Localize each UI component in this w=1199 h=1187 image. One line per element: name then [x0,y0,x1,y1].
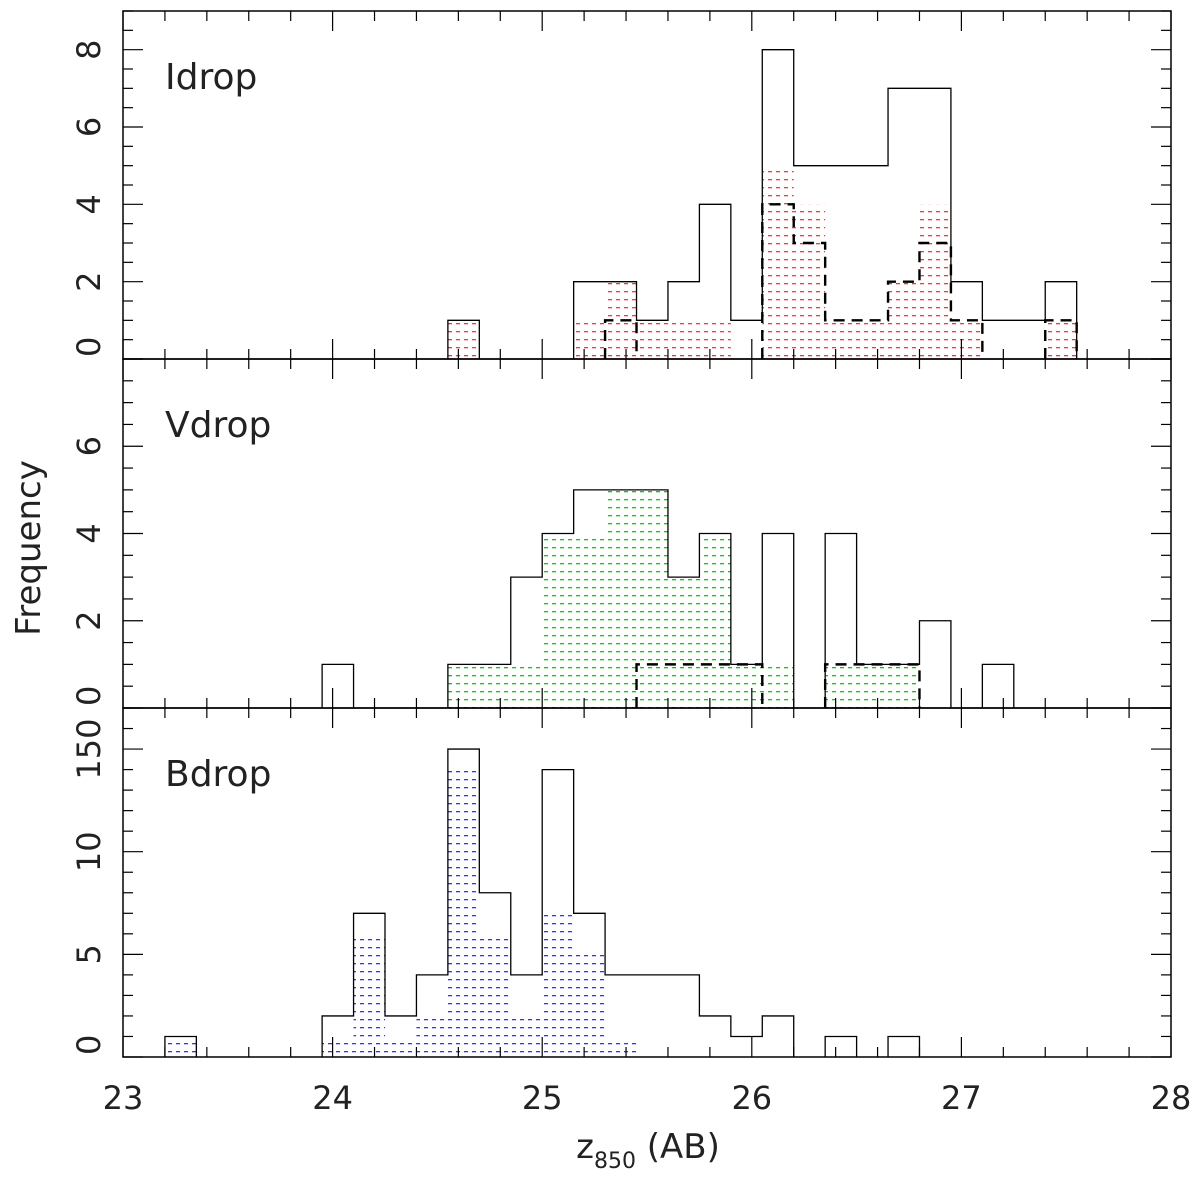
panel-label-idrop: Idrop [165,57,257,98]
hatched-bar [762,165,794,359]
hatched-bar [353,933,385,1057]
total-histogram-outline [164,748,921,1057]
x-axis-label-sub: 850 [594,1149,636,1174]
y-tick-label: 4 [70,194,108,214]
panel-frame [122,707,1172,1058]
y-tick-label: 10 [70,831,108,872]
panel-vdrop: 0 2 4 6 Vdrop [70,358,1172,709]
hatched-bar [793,204,826,359]
dashed-histogram-outline [635,663,921,708]
hatched-bar [825,664,920,708]
hatched-bar [479,933,511,1057]
hatched-bar [542,913,574,1057]
y-tick-label: 2 [70,611,108,631]
hatched-bar [164,1036,197,1057]
panel-idrop: 0 2 4 6 8 Idrop [70,10,1172,360]
hatched-bar [447,664,543,708]
x-tick-label: 25 [522,1079,563,1117]
x-axis-label-unit: (AB) [636,1127,720,1167]
hatched-bar [322,1036,354,1057]
hatched-bar [667,577,700,708]
y-tick-label: 5 [70,944,108,964]
hatched-bar [888,281,920,359]
y-tick-label: 0 [70,686,108,706]
hatched-bar [825,320,889,359]
x-tick-label: 24 [312,1079,353,1117]
panel-frame [122,10,1172,360]
y-tick-label: 2 [70,271,108,291]
y-tick-label: 150 [70,719,108,780]
hatched-bar [510,1015,543,1057]
total-histogram-outline [447,49,1078,359]
hatched-bar [447,769,480,1057]
dashed-histogram-outline [603,203,1078,359]
y-tick-label: 6 [70,436,108,456]
hatched-bar [950,320,983,359]
total-histogram-outline [321,489,1015,708]
y-tick-label: 0 [70,1035,108,1055]
hatched-bar [385,1036,417,1057]
y-axis-label: Frequency [9,460,49,636]
x-tick-label: 28 [1151,1079,1192,1117]
panel-bdrop: 0 5 10 150 Bdrop [70,707,1172,1058]
hatched-bar [605,1036,637,1057]
hatched-bar [1045,320,1077,359]
hatched-bar [919,204,951,359]
hatched-bar [447,320,480,359]
y-tick-label: 8 [70,39,108,59]
x-axis-label: z850 (AB) [576,1127,720,1174]
hatched-bar [636,320,731,359]
hatched-bar [416,1015,448,1057]
hatched-bar [699,533,731,708]
hatched-bar [573,954,606,1057]
x-axis-label-main: z [576,1127,594,1167]
panel-label-vdrop: Vdrop [165,405,271,446]
hatched-bar [542,533,606,708]
hatched-bar [605,489,668,708]
x-tick-label: 23 [103,1079,144,1117]
panel-label-bdrop: Bdrop [165,754,271,795]
y-tick-label: 4 [70,523,108,543]
x-tick-label: 26 [731,1079,772,1117]
hatched-bar [573,320,606,359]
y-tick-label: 6 [70,117,108,137]
y-tick-label: 0 [70,337,108,357]
x-tick-label: 27 [941,1079,982,1117]
